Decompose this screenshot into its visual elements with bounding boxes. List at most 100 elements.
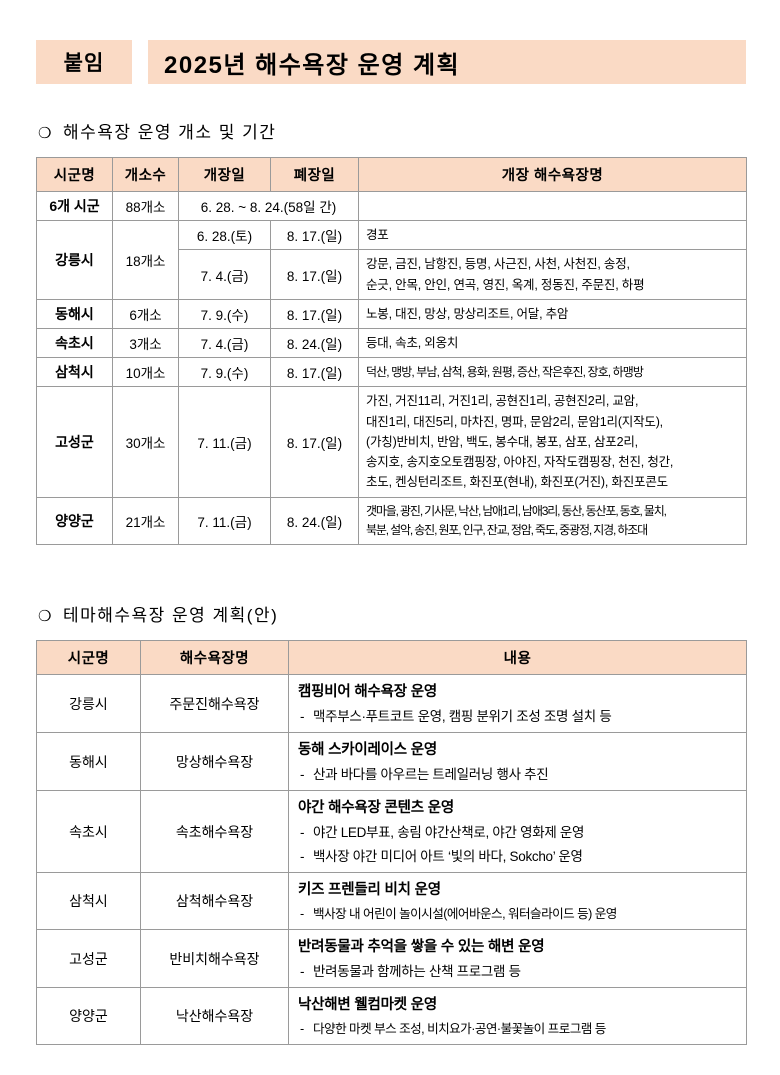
cell-count: 21개소: [112, 496, 179, 546]
table-row: 삼척시 삼척해수욕장 키즈 프렌들리 비치 운영 - 백사장 내 어린이 놀이시설(에어…: [36, 872, 747, 931]
theme-beach-table-body: 강릉시 주문진해수욕장 캠핑비어 해수욕장 운영 - 맥주부스·푸트코트 운영, 캠핑 …: [36, 674, 747, 1046]
cell-beach-name: 망상해수욕장: [140, 732, 289, 792]
beach-name-line: 경포: [366, 228, 389, 242]
table-row: 양양군 낙산해수욕장 낙산해변 웰컴마켓 운영 - 다양한 마켓 부스 조성, 비치요가…: [36, 987, 747, 1046]
cell-beach-name: 주문진해수욕장: [140, 674, 289, 734]
cell-content: 키즈 프렌들리 비치 운영 - 백사장 내 어린이 놀이시설(에어바운스, 워터슬라…: [288, 872, 747, 931]
cell-beach-names: 가진, 거진11리, 거진1리, 공현진1리, 공현진2리, 교암, 대진1리, …: [358, 386, 747, 498]
beach-name-line: 강문, 금진, 남항진, 등명, 사근진, 사천, 사천진, 송정,: [366, 257, 630, 272]
column-header-city: 시군명: [36, 640, 141, 676]
beach-name-line: (가칭)반비치, 반암, 백도, 봉수대, 봉포, 삼포, 삼포2리,: [366, 434, 638, 449]
cell-count: 3개소: [112, 327, 179, 359]
content-title: 낙산해변 웰컴마켓 운영: [298, 997, 438, 1014]
content-title: 키즈 프렌들리 비치 운영: [298, 882, 441, 899]
content-detail-line: - 산과 바다를 아우르는 트레일러닝 행사 추진: [300, 767, 549, 783]
content-detail-line: - 반려동물과 함께하는 산책 프로그램 등: [300, 964, 521, 980]
cell-content: 야간 해수욕장 콘텐츠 운영 - 야간 LED부표, 송림 야간산책로, 야간 영화…: [288, 790, 747, 874]
cell-beach-names: 경포: [358, 219, 747, 251]
column-header-count: 개소수: [112, 157, 179, 192]
cell-city: 고성군: [36, 929, 141, 989]
cell-content: 반려동물과 추억을 쌓을 수 있는 해변 운영 - 반려동물과 함께하는 산책 프로…: [288, 929, 747, 989]
table-row: 7. 4.(금) 8. 17.(일) 강문, 금진, 남항진, 등명, 사근진, 사…: [37, 249, 747, 300]
cell-city: 속초시: [36, 790, 141, 874]
cell-beach-name: 삼척해수욕장: [140, 872, 289, 931]
cell-close-date: 8. 17.(일): [270, 298, 359, 330]
content-detail-line: - 맥주부스·푸트코트 운영, 캠핑 분위기 조성 조명 설치 등: [300, 709, 612, 725]
table-row: 삼척시 10개소 7. 9.(수) 8. 17.(일) 덕산, 맹방, 부남, 삼척, …: [36, 357, 747, 388]
cell-city: 삼척시: [36, 872, 141, 931]
cell-period: 6. 28. ~ 8. 24.(58일 간): [178, 191, 359, 221]
cell-count: 88개소: [112, 191, 179, 221]
dash-bullet-icon: -: [300, 964, 305, 980]
cell-close-date: 8. 17.(일): [270, 386, 359, 498]
cell-count: 6개소: [112, 298, 179, 330]
cell-city: 6개 시군: [36, 191, 113, 221]
cell-close-date: 8. 24.(일): [270, 496, 359, 546]
cell-close-date: 8. 24.(일): [270, 327, 359, 359]
cell-close-date: 8. 17.(일): [270, 219, 359, 251]
circle-bullet-icon: ❍: [38, 125, 53, 142]
table-header-row: 시군명 개소수 개장일 폐장일 개장 해수욕장명: [36, 157, 747, 192]
beach-name-line: 북분, 설악, 송진, 원포, 인구, 잔교, 정암, 죽도, 중광정, 지경,…: [366, 522, 648, 537]
dash-bullet-icon: -: [300, 907, 304, 922]
cell-open-date: 7. 11.(금): [178, 386, 271, 498]
content-title: 반려동물과 추억을 쌓을 수 있는 해변 운영: [298, 939, 545, 956]
table-row: 동해시 6개소 7. 9.(수) 8. 17.(일) 노봉, 대진, 망상, 망상리조트…: [36, 298, 747, 330]
column-header-city: 시군명: [36, 157, 113, 192]
cell-close-date: 8. 17.(일): [270, 249, 359, 300]
beach-name-line: 노봉, 대진, 망상, 망상리조트, 어달, 추암: [366, 306, 569, 321]
table-row: 속초시 3개소 7. 4.(금) 8. 24.(일) 등대, 속초, 외옹치: [36, 327, 747, 359]
beach-name-line: 대진1리, 대진5리, 마차진, 명파, 문암2리, 문암1리(지작도),: [366, 414, 663, 429]
cell-content: 낙산해변 웰컴마켓 운영 - 다양한 마켓 부스 조성, 비치요가·공연·불꽃놀이 …: [288, 987, 747, 1046]
theme-beach-table: 시군명 해수욕장명 내용 강릉시 주문진해수욕장 캠핑비어 해수욕장 운영 - 맥주부스…: [36, 640, 747, 1046]
column-header-beach-name: 해수욕장명: [140, 640, 289, 676]
cell-beach-names: 노봉, 대진, 망상, 망상리조트, 어달, 추암: [358, 298, 747, 330]
beach-operation-table-body: 6개 시군 88개소 6. 28. ~ 8. 24.(58일 간) 강릉시 18개소 6.…: [36, 191, 747, 546]
dash-bullet-icon: -: [300, 767, 305, 783]
beach-name-line: 갯마을, 광진, 기사문, 낙산, 남애1리, 남애3리, 동산, 동산포, 동…: [366, 503, 667, 518]
content-title: 캠핑비어 해수욕장 운영: [298, 684, 438, 701]
section-spacer: [36, 545, 746, 601]
beach-name-line: 순긋, 안목, 안인, 연곡, 영진, 옥계, 정동진, 주문진, 하평: [366, 277, 645, 292]
cell-open-date: 7. 4.(금): [178, 327, 271, 359]
page-title: 2025년 해수욕장 운영 계획: [148, 40, 746, 84]
circle-bullet-icon: ❍: [38, 608, 53, 626]
cell-count: 30개소: [112, 386, 179, 498]
dash-bullet-icon: -: [300, 825, 305, 841]
cell-content: 동해 스카이레이스 운영 - 산과 바다를 아우르는 트레일러닝 행사 추진: [288, 732, 747, 792]
cell-beach-name: 반비치해수욕장: [140, 929, 289, 989]
beach-name-line: 가진, 거진11리, 거진1리, 공현진1리, 공현진2리, 교암,: [366, 394, 639, 409]
table-row: 동해시 망상해수욕장 동해 스카이레이스 운영 - 산과 바다를 아우르는 트레일러닝 …: [36, 732, 747, 792]
cell-beach-names: 덕산, 맹방, 부남, 삼척, 용화, 원평, 증산, 작은후진, 장호, 하맹…: [358, 357, 747, 388]
table-row: 양양군 21개소 7. 11.(금) 8. 24.(일) 갯마을, 광진, 기사문, 낙…: [36, 496, 747, 546]
cell-city: 동해시: [36, 298, 113, 330]
cell-open-date: 7. 11.(금): [178, 496, 271, 546]
cell-count: 10개소: [112, 357, 179, 388]
cell-city: 동해시: [36, 732, 141, 792]
table-header-row: 시군명 해수욕장명 내용: [36, 640, 747, 676]
attachment-tag: 붙임: [36, 40, 132, 84]
cell-open-date: 6. 28.(토): [178, 219, 271, 251]
table-row: 고성군 30개소 7. 11.(금) 8. 17.(일) 가진, 거진11리, 거진1리…: [36, 386, 747, 498]
table-row: 강릉시 주문진해수욕장 캠핑비어 해수욕장 운영 - 맥주부스·푸트코트 운영, 캠핑 …: [36, 674, 747, 734]
cell-content: 캠핑비어 해수욕장 운영 - 맥주부스·푸트코트 운영, 캠핑 분위기 조성 조명 …: [288, 674, 747, 734]
document-title-band: 붙임 2025년 해수욕장 운영 계획: [36, 40, 746, 84]
beach-operation-table: 시군명 개소수 개장일 폐장일 개장 해수욕장명 6개 시군 88개소 6. 28.…: [36, 157, 747, 546]
section-1-heading: ❍ 해수욕장 운영 개소 및 기간: [38, 118, 746, 143]
beach-name-line: 등대, 속초, 외옹치: [366, 336, 459, 350]
table-row: 강릉시 18개소 6. 28.(토) 8. 17.(일) 경포: [36, 219, 747, 300]
section-1-heading-text: 해수욕장 운영 개소 및 기간: [62, 123, 277, 142]
content-detail-line: - 백사장 야간 미디어 아트 ‘빛의 바다, Sokcho’ 운영: [300, 849, 583, 865]
column-header-beach-names: 개장 해수욕장명: [358, 157, 747, 192]
content-detail-line: - 다양한 마켓 부스 조성, 비치요가·공연·불꽃놀이 프로그램 등: [300, 1022, 606, 1037]
cell-open-date: 7. 4.(금): [178, 249, 271, 300]
table-row: 6개 시군 88개소 6. 28. ~ 8. 24.(58일 간): [36, 191, 747, 221]
cell-city: 강릉시: [36, 220, 113, 300]
cell-close-date: 8. 17.(일): [270, 357, 359, 388]
cell-beach-name: 속초해수욕장: [140, 790, 289, 874]
content-detail-line: - 백사장 내 어린이 놀이시설(에어바운스, 워터슬라이드 등) 운영: [300, 907, 617, 922]
beach-name-line: 송지호, 송지호오토캠핑장, 아야진, 자작도캠핑장, 천진, 청간,: [366, 455, 674, 469]
cell-city: 양양군: [36, 496, 113, 546]
cell-city: 강릉시: [36, 674, 141, 734]
